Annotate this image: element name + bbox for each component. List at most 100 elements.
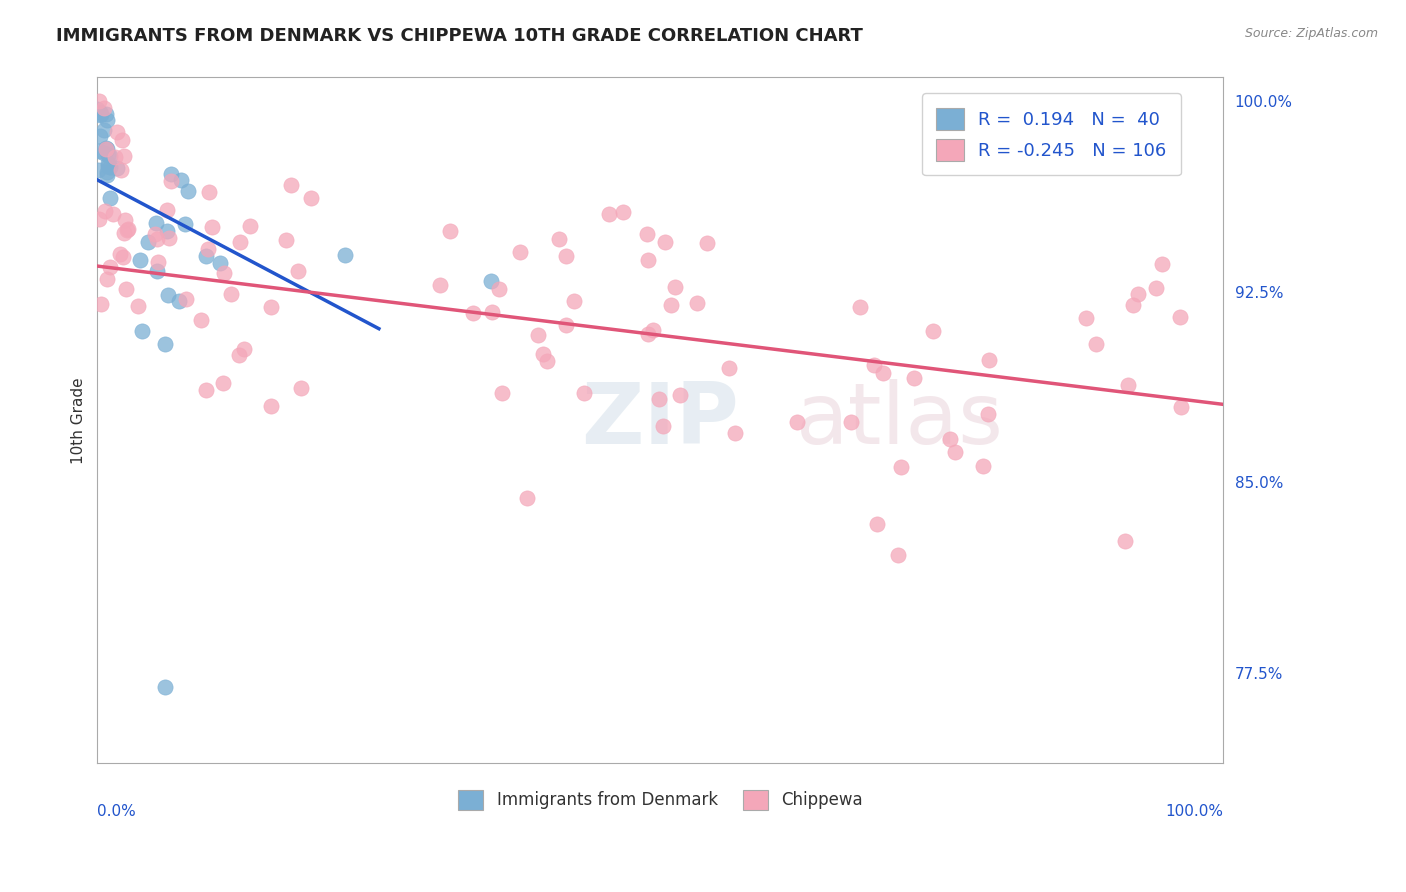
Point [87, 145, 110, 159]
Point [127, 299, 149, 313]
Point [654, 235, 676, 249]
Point [98, 260, 121, 274]
Point [612, 205, 634, 219]
Point [921, 324, 943, 338]
Point [89, 128, 111, 143]
Point [669, 388, 692, 402]
Point [260, 300, 283, 314]
Point [641, 323, 664, 337]
Point [198, 185, 221, 199]
Point [1122, 297, 1144, 311]
Point [105, 125, 128, 139]
Point [651, 418, 673, 433]
Point [117, 222, 139, 236]
Point [280, 178, 302, 193]
Point [972, 458, 994, 473]
Point [548, 232, 571, 246]
Point [536, 354, 558, 368]
Point [786, 415, 808, 429]
Point [145, 232, 167, 246]
Point [98, 160, 121, 174]
Point [533, 347, 555, 361]
Point [212, 376, 235, 391]
Point [260, 399, 283, 413]
Point [228, 348, 250, 362]
Point [174, 217, 197, 231]
Point [94, 141, 117, 155]
Point [648, 392, 671, 406]
Point [1144, 280, 1167, 294]
Point [1116, 378, 1139, 392]
Point [598, 207, 620, 221]
Point [108, 247, 131, 261]
Point [572, 386, 595, 401]
Point [636, 227, 658, 241]
Text: Source: ZipAtlas.com: Source: ZipAtlas.com [1244, 27, 1378, 40]
Point [98, 191, 121, 205]
Point [976, 407, 998, 421]
Point [94, 204, 117, 219]
Point [177, 184, 200, 198]
Point [96, 271, 118, 285]
Point [160, 174, 183, 188]
Point [299, 191, 322, 205]
Point [98, 149, 121, 163]
Text: 100.0%: 100.0% [1166, 805, 1223, 819]
Point [1168, 310, 1191, 324]
Point [979, 353, 1001, 368]
Point [170, 173, 193, 187]
Point [664, 279, 686, 293]
Point [197, 242, 219, 256]
Point [488, 282, 510, 296]
Point [333, 248, 356, 262]
Point [723, 426, 745, 441]
Text: atlas: atlas [796, 379, 1004, 462]
Point [86, 163, 108, 178]
Point [1074, 310, 1097, 325]
Point [167, 293, 190, 308]
Point [637, 326, 659, 341]
Point [212, 266, 235, 280]
Point [290, 381, 312, 395]
Text: 100.0%: 100.0% [1234, 95, 1292, 111]
Point [101, 207, 124, 221]
Point [93, 146, 115, 161]
Point [527, 328, 550, 343]
Point [481, 305, 503, 319]
Point [1152, 257, 1174, 271]
Point [87, 94, 110, 108]
Point [145, 216, 167, 230]
Point [114, 213, 136, 227]
Point [190, 312, 212, 326]
Point [839, 415, 862, 429]
Text: IMMIGRANTS FROM DENMARK VS CHIPPEWA 10TH GRADE CORRELATION CHART: IMMIGRANTS FROM DENMARK VS CHIPPEWA 10TH… [56, 27, 863, 45]
Point [1084, 336, 1107, 351]
Point [686, 296, 709, 310]
Point [890, 459, 912, 474]
Point [93, 122, 115, 136]
Point [481, 274, 503, 288]
Point [696, 236, 718, 251]
Point [201, 219, 224, 234]
Point [866, 517, 889, 532]
Point [939, 432, 962, 446]
Point [115, 282, 138, 296]
Point [86, 103, 108, 117]
Text: 0.0%: 0.0% [97, 805, 136, 819]
Point [104, 150, 127, 164]
Point [112, 226, 135, 240]
Point [863, 358, 886, 372]
Point [463, 306, 485, 320]
Text: 92.5%: 92.5% [1234, 285, 1284, 301]
Point [89, 107, 111, 121]
Text: 77.5%: 77.5% [1234, 666, 1282, 681]
Point [146, 255, 169, 269]
Point [89, 104, 111, 119]
Point [156, 288, 179, 302]
Point [276, 233, 298, 247]
Point [554, 318, 576, 332]
Point [287, 264, 309, 278]
Point [232, 342, 254, 356]
Point [96, 142, 118, 156]
Point [194, 383, 217, 397]
